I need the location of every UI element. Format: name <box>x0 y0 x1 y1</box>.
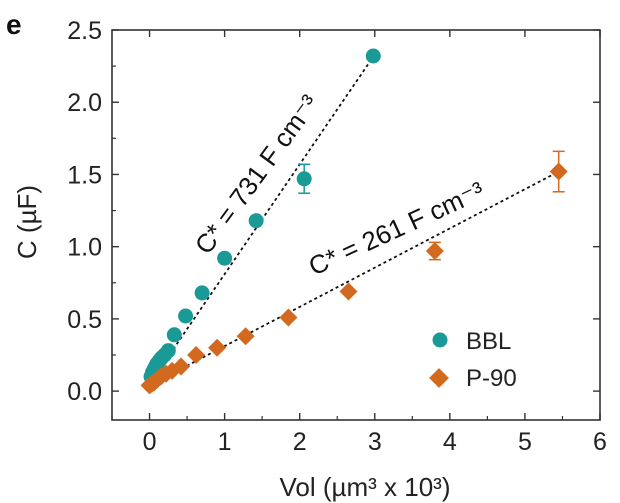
x-tick-label: 5 <box>518 428 532 456</box>
point-bbl <box>365 48 381 64</box>
legend: BBL P-90 <box>429 328 517 392</box>
panel-label: e <box>6 9 22 40</box>
y-axis-ticks: 0.0 0.5 1.0 1.5 2.0 2.5 <box>67 17 600 406</box>
x-tick-label: 1 <box>218 428 232 456</box>
point-bbl <box>178 308 194 324</box>
point-bbl <box>296 171 312 187</box>
legend-marker-p90 <box>429 368 449 388</box>
x-tick-label: 4 <box>443 428 457 456</box>
point-bbl <box>248 213 264 229</box>
x-axis-title: Vol (µm³ x 10³) <box>279 472 450 502</box>
point-p90 <box>339 282 358 301</box>
annotation-p90: C* = 261 F cm⁻³ <box>304 175 489 281</box>
point-p90 <box>172 357 191 376</box>
legend-marker-bbl <box>432 332 448 348</box>
point-p90 <box>279 308 298 327</box>
point-bbl <box>217 250 233 266</box>
point-p90 <box>425 242 444 260</box>
x-axis-ticks: 0 1 2 3 4 5 6 <box>111 30 607 456</box>
point-bbl <box>160 343 176 359</box>
point-p90 <box>208 338 227 357</box>
x-tick-label: 2 <box>293 428 307 456</box>
data-points <box>140 48 568 395</box>
point-bbl <box>194 285 210 301</box>
y-tick-label: 1.5 <box>67 161 102 189</box>
plot-frame <box>111 29 601 421</box>
point-p90 <box>187 346 206 364</box>
error-bars <box>298 150 565 261</box>
y-tick-label: 2.5 <box>67 17 102 45</box>
point-p90 <box>236 327 255 346</box>
y-tick-label: 0.5 <box>67 306 102 334</box>
plot-border <box>111 29 601 421</box>
point-p90 <box>549 162 568 181</box>
fit-line-p90 <box>149 170 560 387</box>
y-tick-label: 2.0 <box>67 89 102 117</box>
x-tick-label: 3 <box>368 428 382 456</box>
point-bbl <box>166 327 182 343</box>
y-axis-title: C (µF) <box>12 185 42 259</box>
x-tick-label: 6 <box>593 428 607 456</box>
legend-label-bbl: BBL <box>466 328 511 355</box>
y-tick-label: 0.0 <box>67 378 102 406</box>
x-tick-label: 0 <box>143 428 157 456</box>
y-tick-label: 1.0 <box>67 234 102 262</box>
legend-label-p90: P-90 <box>466 365 517 392</box>
